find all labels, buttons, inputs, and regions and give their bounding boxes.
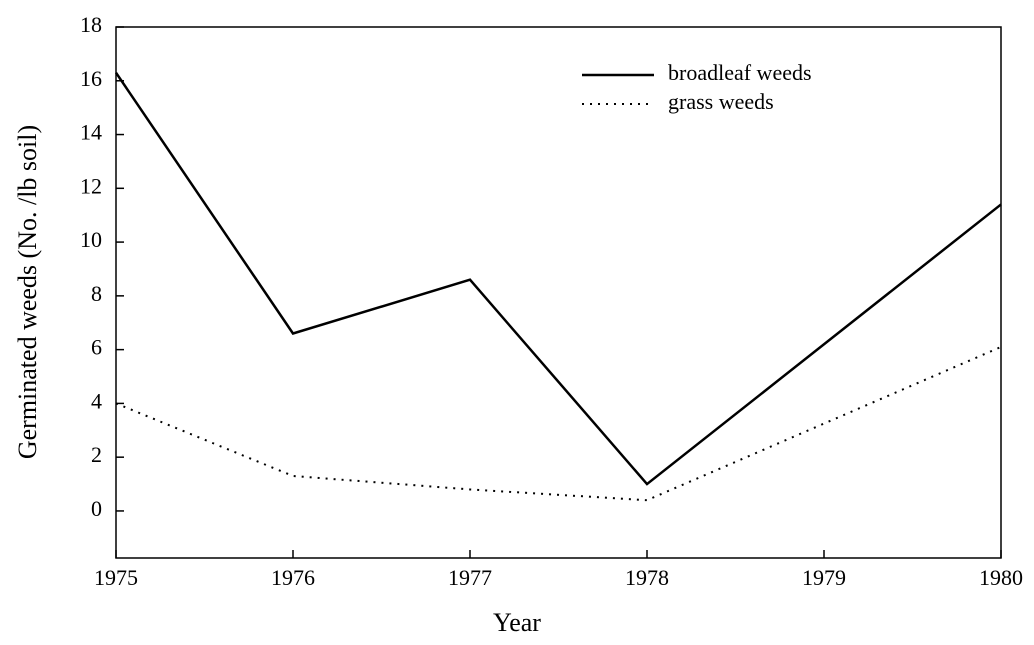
x-tick-label: 1980 xyxy=(979,565,1023,590)
y-tick-label: 12 xyxy=(80,173,102,198)
y-tick-label: 18 xyxy=(80,12,102,37)
y-tick-label: 16 xyxy=(80,66,102,91)
x-axis-label: Year xyxy=(493,608,541,637)
x-tick-label: 1976 xyxy=(271,565,315,590)
data-line xyxy=(114,72,1002,486)
y-tick-label: 10 xyxy=(80,227,102,252)
y-tick-label: 4 xyxy=(91,388,102,413)
data-line xyxy=(115,346,1002,502)
x-tick-label: 1977 xyxy=(448,565,492,590)
y-tick-label: 8 xyxy=(91,281,102,306)
x-tick-label: 1979 xyxy=(802,565,846,590)
y-axis-label: Germinated weeds (No. /lb soil) xyxy=(13,125,42,459)
y-tick-label: 6 xyxy=(91,335,102,360)
legend-label: broadleaf weeds xyxy=(668,60,812,85)
plot-frame xyxy=(115,26,1002,559)
y-tick-label: 14 xyxy=(80,120,102,145)
y-tick-label: 2 xyxy=(91,442,102,467)
y-tick-label: 0 xyxy=(91,496,102,521)
legend-label: grass weeds xyxy=(668,89,774,114)
x-tick-label: 1978 xyxy=(625,565,669,590)
x-tick-label: 1975 xyxy=(94,565,138,590)
